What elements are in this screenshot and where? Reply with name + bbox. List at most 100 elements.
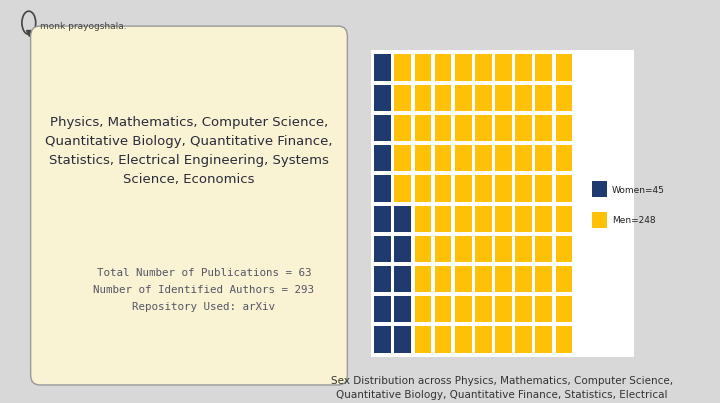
- Bar: [495, 115, 512, 141]
- Bar: [435, 236, 451, 262]
- Bar: [556, 266, 572, 292]
- Bar: [495, 326, 512, 353]
- Bar: [415, 175, 431, 202]
- Bar: [395, 296, 411, 322]
- Bar: [455, 85, 472, 111]
- Bar: [415, 206, 431, 232]
- Bar: [395, 54, 411, 81]
- Bar: [556, 236, 572, 262]
- Bar: [516, 54, 532, 81]
- Bar: [556, 175, 572, 202]
- Bar: [495, 206, 512, 232]
- Bar: [435, 115, 451, 141]
- Bar: [495, 236, 512, 262]
- Bar: [516, 115, 532, 141]
- Bar: [556, 296, 572, 322]
- Bar: [475, 85, 492, 111]
- Bar: [374, 175, 391, 202]
- Bar: [475, 236, 492, 262]
- Bar: [455, 54, 472, 81]
- Bar: [455, 175, 472, 202]
- Bar: [374, 296, 391, 322]
- Bar: [475, 266, 492, 292]
- Text: monk prayogshala.: monk prayogshala.: [40, 22, 126, 31]
- Bar: [475, 296, 492, 322]
- Bar: [536, 266, 552, 292]
- Bar: [395, 85, 411, 111]
- Bar: [374, 206, 391, 232]
- Bar: [536, 175, 552, 202]
- Bar: [374, 115, 391, 141]
- Bar: [516, 85, 532, 111]
- Bar: [435, 145, 451, 171]
- Bar: [374, 236, 391, 262]
- Bar: [455, 296, 472, 322]
- Bar: [536, 85, 552, 111]
- Bar: [536, 236, 552, 262]
- Bar: [536, 296, 552, 322]
- Bar: [455, 236, 472, 262]
- Bar: [556, 206, 572, 232]
- Bar: [475, 175, 492, 202]
- Bar: [435, 326, 451, 353]
- Bar: [516, 266, 532, 292]
- Bar: [516, 236, 532, 262]
- Bar: [495, 266, 512, 292]
- Bar: [556, 145, 572, 171]
- Bar: [475, 326, 492, 353]
- Bar: [374, 54, 391, 81]
- Bar: [516, 296, 532, 322]
- Bar: [374, 266, 391, 292]
- Bar: [475, 54, 492, 81]
- Bar: [395, 236, 411, 262]
- Bar: [536, 145, 552, 171]
- Bar: [435, 85, 451, 111]
- Bar: [374, 85, 391, 111]
- Bar: [435, 266, 451, 292]
- Bar: [536, 206, 552, 232]
- Bar: [536, 115, 552, 141]
- Bar: [495, 175, 512, 202]
- Text: Total Number of Publications = 63
Number of Identified Authors = 293
Repository : Total Number of Publications = 63 Number…: [94, 268, 315, 312]
- Bar: [415, 266, 431, 292]
- Bar: [556, 326, 572, 353]
- Bar: [556, 115, 572, 141]
- Text: Women=45: Women=45: [612, 186, 665, 195]
- Bar: [415, 326, 431, 353]
- Bar: [455, 206, 472, 232]
- Bar: [415, 54, 431, 81]
- Bar: [475, 206, 492, 232]
- Bar: [455, 266, 472, 292]
- Bar: [516, 206, 532, 232]
- Bar: [374, 326, 391, 353]
- Bar: [536, 326, 552, 353]
- Bar: [516, 175, 532, 202]
- Bar: [395, 115, 411, 141]
- Bar: [536, 54, 552, 81]
- Bar: [415, 85, 431, 111]
- Bar: [374, 145, 391, 171]
- Bar: [495, 296, 512, 322]
- Bar: [455, 115, 472, 141]
- Bar: [435, 296, 451, 322]
- Bar: [395, 266, 411, 292]
- Bar: [455, 145, 472, 171]
- Bar: [495, 145, 512, 171]
- Bar: [435, 206, 451, 232]
- FancyBboxPatch shape: [31, 26, 347, 385]
- Bar: [516, 145, 532, 171]
- Bar: [435, 54, 451, 81]
- Bar: [415, 296, 431, 322]
- Bar: [435, 175, 451, 202]
- Bar: [395, 175, 411, 202]
- Bar: [415, 115, 431, 141]
- Bar: [395, 326, 411, 353]
- Bar: [495, 54, 512, 81]
- Bar: [415, 145, 431, 171]
- Bar: [556, 54, 572, 81]
- Text: Physics, Mathematics, Computer Science,
Quantitative Biology, Quantitative Finan: Physics, Mathematics, Computer Science, …: [45, 116, 333, 186]
- Bar: [556, 85, 572, 111]
- Bar: [475, 115, 492, 141]
- Text: Sex Distribution across Physics, Mathematics, Computer Science,
Quantitative Bio: Sex Distribution across Physics, Mathema…: [331, 376, 673, 403]
- Bar: [516, 326, 532, 353]
